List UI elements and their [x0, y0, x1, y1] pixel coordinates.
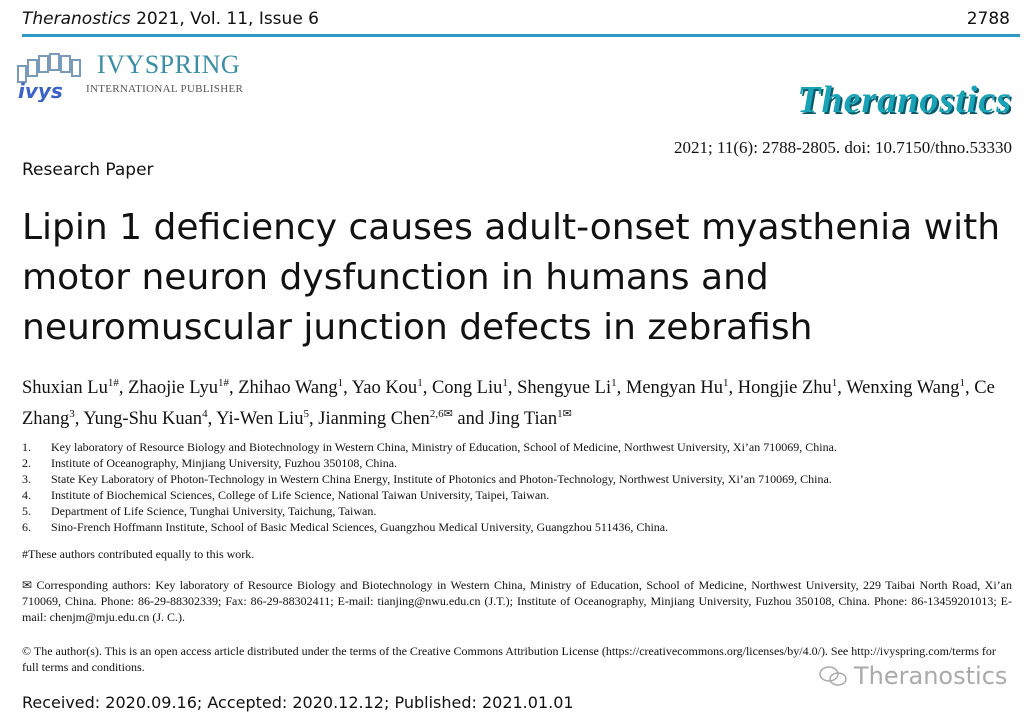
affiliation-text: Key laboratory of Resource Biology and B… [51, 440, 837, 454]
author-affiliation-marker: 1# [107, 377, 119, 389]
journal-name: Theranostics [22, 9, 131, 29]
author-affiliation-marker: 2,6✉ [429, 408, 453, 421]
affiliation-item: 3. State Key Laboratory of Photon-Technol… [22, 471, 1022, 487]
author: Jianming Chen2,6✉ [318, 408, 453, 430]
wechat-icon [819, 666, 847, 686]
author-affiliation-marker: 1✉ [557, 408, 572, 421]
author-name: Cong Liu [431, 378, 503, 399]
affiliations: 1. Key laboratory of Resource Biology and… [22, 439, 1022, 535]
author: Wenxing Wang1 [846, 377, 966, 399]
author-affiliation-marker: 1 [337, 377, 344, 389]
author: Mengyan Hu1 [625, 377, 729, 399]
volume-info: 2021, Vol. 11, Issue 6 [136, 9, 319, 29]
author-affiliation-marker: 3 [69, 408, 75, 421]
affiliation-number: 2. [22, 456, 31, 470]
author: Yao Kou1 [351, 377, 423, 399]
affiliation-item: 4. Institute of Biochemical Sciences, Col… [22, 487, 1022, 503]
author-name: Ce Zhang [22, 378, 995, 430]
affiliation-text: Institute of Biochemical Sciences, Colle… [51, 488, 550, 502]
author: Zhihao Wang1 [238, 377, 344, 399]
author-name: Zhaojie Lyu [128, 378, 218, 399]
author-affiliation-marker: 1 [831, 377, 838, 389]
author-affiliation-marker: 4 [202, 408, 208, 421]
affiliation-text: Institute of Oceanography, Minjiang Univ… [51, 456, 398, 470]
author-list: Shuxian Lu1#, Zhaojie Lyu1#, Zhihao Wang… [22, 377, 995, 430]
author-name: Hongjie Zhu [737, 378, 832, 399]
watermark-text: Theranostics [854, 662, 1008, 690]
affiliation-number: 1. [22, 440, 31, 454]
affiliation-text: Sino-French Hoffmann Institute, School o… [51, 520, 669, 534]
affiliation-item: 6. Sino-French Hoffmann Institute, School… [22, 519, 1022, 535]
author-affiliation-marker: 1 [502, 377, 508, 389]
affiliation-item: 5. Department of Life Science, Tunghai Un… [22, 503, 1022, 519]
paper-type: Research Paper [22, 160, 154, 180]
affiliation-number: 4. [22, 488, 31, 502]
author-name: Mengyan Hu [625, 378, 723, 399]
author: Zhaojie Lyu1# [128, 377, 229, 399]
affiliation-item: 2. Institute of Oceanography, Minjiang Un… [22, 455, 1022, 471]
author-name: Yao Kou [351, 378, 418, 399]
author-name: Zhihao Wang [238, 378, 338, 399]
article-dates: Received: 2020.09.16; Accepted: 2020.12.… [22, 693, 574, 712]
title-line: Lipin 1 deficiency causes adult-onset my… [22, 207, 1001, 248]
citation: 2021; 11(6): 2788-2805. doi: 10.7150/thn… [674, 138, 1012, 157]
author-name: Shuxian Lu [22, 378, 108, 399]
publisher-name: IVYSPRING [97, 50, 241, 79]
author-affiliation-marker: 1 [417, 377, 423, 389]
corresponding-authors: ✉ Corresponding authors: Key laboratory … [22, 578, 1012, 624]
affiliation-number: 5. [22, 504, 31, 518]
header-rule [22, 34, 1020, 37]
affiliation-item: 1. Key laboratory of Resource Biology and… [22, 439, 1022, 455]
author-name: Jianming Chen [318, 409, 430, 430]
ivyspring-logo-mark: ivys [18, 79, 63, 102]
running-header: Theranostics 2021, Vol. 11, Issue 6 [22, 9, 319, 29]
affiliation-text: State Key Laboratory of Photon-Technolog… [51, 472, 832, 486]
watermark: Theranostics [818, 662, 1007, 690]
author-name: Yung-Shu Kuan [83, 409, 203, 430]
author-name: Shengyue Li [517, 378, 612, 399]
affiliation-number: 6. [22, 520, 31, 534]
paper-title: Lipin 1 deficiency causes adult-onset my… [22, 203, 1022, 353]
author: Jing Tian1✉ [488, 408, 572, 430]
author: Yi-Wen Liu5 [216, 408, 310, 430]
author: Yung-Shu Kuan4 [83, 408, 208, 430]
publisher-subtitle: INTERNATIONAL PUBLISHER [86, 83, 244, 95]
author-name: Yi-Wen Liu [216, 409, 304, 430]
title-line: neuromuscular junction defects in zebraf… [22, 307, 813, 348]
author-name: Jing Tian [488, 409, 558, 430]
author-affiliation-marker: 5 [303, 408, 310, 421]
author-name: Wenxing Wang [846, 378, 960, 399]
license-note: © The author(s). This is an open access … [22, 644, 996, 674]
equal-contribution-note: #These authors contributed equally to th… [22, 547, 255, 561]
ivyspring-logo-icon: ivys [17, 53, 81, 102]
author: Cong Liu1 [431, 377, 508, 399]
title-line: motor neuron dysfunction in humans and [22, 257, 769, 298]
author-affiliation-marker: 1 [722, 377, 729, 389]
affiliation-number: 3. [22, 472, 31, 486]
author: Ce Zhang3 [22, 378, 995, 429]
author: Hongjie Zhu1 [737, 377, 838, 399]
author-affiliation-marker: 1# [218, 377, 229, 389]
author-affiliation-marker: 1 [611, 377, 617, 389]
journal-logo: Theranostics [797, 79, 1012, 121]
author: Shuxian Lu1# [22, 377, 119, 399]
page-number: 2788 [966, 9, 1010, 29]
author: Shengyue Li1 [517, 377, 617, 399]
affiliation-text: Department of Life Science, Tunghai Univ… [51, 504, 377, 518]
author-affiliation-marker: 1 [959, 377, 966, 389]
